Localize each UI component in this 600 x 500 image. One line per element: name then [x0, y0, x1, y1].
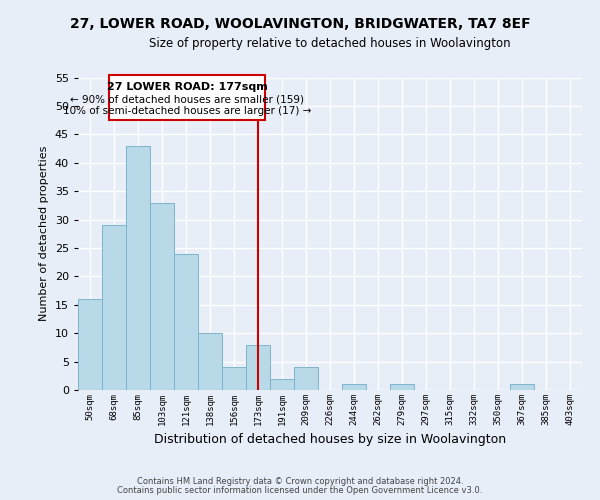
- Bar: [342, 384, 366, 390]
- Bar: [174, 254, 198, 390]
- Bar: [222, 368, 246, 390]
- Title: Size of property relative to detached houses in Woolavington: Size of property relative to detached ho…: [149, 37, 511, 50]
- Bar: [78, 299, 102, 390]
- Text: 27, LOWER ROAD, WOOLAVINGTON, BRIDGWATER, TA7 8EF: 27, LOWER ROAD, WOOLAVINGTON, BRIDGWATER…: [70, 18, 530, 32]
- Text: ← 90% of detached houses are smaller (159): ← 90% of detached houses are smaller (15…: [70, 94, 304, 104]
- Bar: [294, 368, 318, 390]
- Bar: [510, 384, 534, 390]
- Bar: [150, 202, 174, 390]
- Text: Contains public sector information licensed under the Open Government Licence v3: Contains public sector information licen…: [118, 486, 482, 495]
- FancyBboxPatch shape: [109, 74, 265, 120]
- Bar: [198, 333, 222, 390]
- Text: Contains HM Land Registry data © Crown copyright and database right 2024.: Contains HM Land Registry data © Crown c…: [137, 477, 463, 486]
- Text: 10% of semi-detached houses are larger (17) →: 10% of semi-detached houses are larger (…: [63, 106, 311, 116]
- Bar: [126, 146, 150, 390]
- Bar: [102, 225, 126, 390]
- Text: 27 LOWER ROAD: 177sqm: 27 LOWER ROAD: 177sqm: [107, 82, 268, 92]
- X-axis label: Distribution of detached houses by size in Woolavington: Distribution of detached houses by size …: [154, 434, 506, 446]
- Bar: [270, 378, 294, 390]
- Y-axis label: Number of detached properties: Number of detached properties: [39, 146, 49, 322]
- Bar: [390, 384, 414, 390]
- Bar: [246, 344, 270, 390]
